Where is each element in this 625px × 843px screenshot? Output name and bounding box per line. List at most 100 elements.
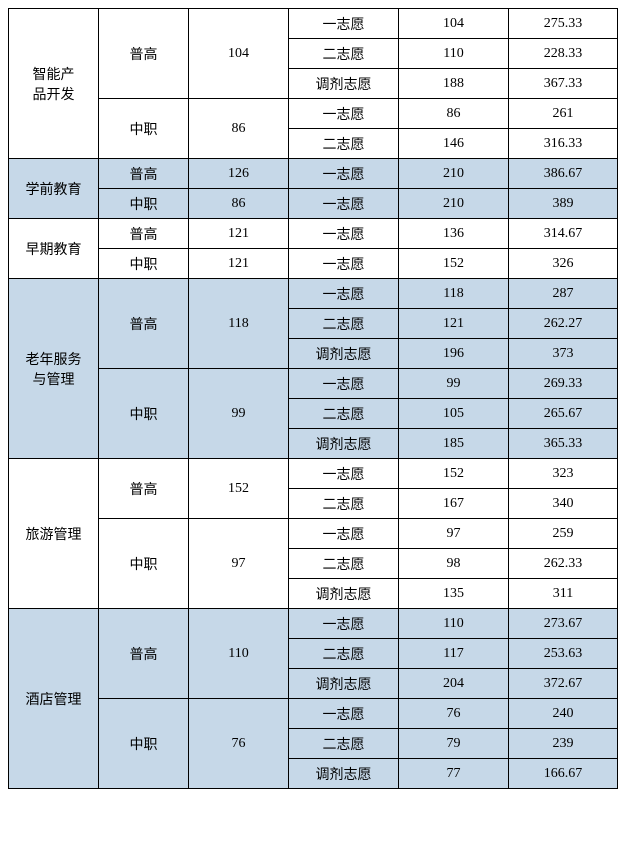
line-cell: 126 xyxy=(189,159,289,189)
table-row: 学前教育普高126一志愿210386.67 xyxy=(9,159,618,189)
value2-cell: 314.67 xyxy=(509,219,618,249)
wish-cell: 一志愿 xyxy=(289,189,399,219)
value2-cell: 239 xyxy=(509,729,618,759)
wish-cell: 二志愿 xyxy=(289,639,399,669)
value2-cell: 316.33 xyxy=(509,129,618,159)
value1-cell: 146 xyxy=(399,129,509,159)
wish-cell: 调剂志愿 xyxy=(289,69,399,99)
line-cell: 121 xyxy=(189,219,289,249)
wish-cell: 二志愿 xyxy=(289,39,399,69)
value2-cell: 262.27 xyxy=(509,309,618,339)
type-cell: 中职 xyxy=(99,99,189,159)
wish-cell: 二志愿 xyxy=(289,729,399,759)
value2-cell: 275.33 xyxy=(509,9,618,39)
wish-cell: 二志愿 xyxy=(289,309,399,339)
value1-cell: 110 xyxy=(399,609,509,639)
wish-cell: 一志愿 xyxy=(289,159,399,189)
table-row: 中职86一志愿86261 xyxy=(9,99,618,129)
type-cell: 普高 xyxy=(99,159,189,189)
value1-cell: 210 xyxy=(399,189,509,219)
value1-cell: 136 xyxy=(399,219,509,249)
table-row: 中职121一志愿152326 xyxy=(9,249,618,279)
value1-cell: 118 xyxy=(399,279,509,309)
table-row: 智能产品开发普高104一志愿104275.33 xyxy=(9,9,618,39)
value1-cell: 204 xyxy=(399,669,509,699)
value1-cell: 104 xyxy=(399,9,509,39)
value2-cell: 389 xyxy=(509,189,618,219)
value1-cell: 105 xyxy=(399,399,509,429)
wish-cell: 一志愿 xyxy=(289,609,399,639)
table-row: 中职76一志愿76240 xyxy=(9,699,618,729)
value2-cell: 311 xyxy=(509,579,618,609)
table-row: 早期教育普高121一志愿136314.67 xyxy=(9,219,618,249)
value1-cell: 152 xyxy=(399,459,509,489)
value2-cell: 261 xyxy=(509,99,618,129)
type-cell: 中职 xyxy=(99,189,189,219)
value1-cell: 76 xyxy=(399,699,509,729)
value1-cell: 196 xyxy=(399,339,509,369)
value2-cell: 228.33 xyxy=(509,39,618,69)
table-row: 酒店管理普高110一志愿110273.67 xyxy=(9,609,618,639)
line-cell: 152 xyxy=(189,459,289,519)
value1-cell: 188 xyxy=(399,69,509,99)
value1-cell: 121 xyxy=(399,309,509,339)
type-cell: 中职 xyxy=(99,249,189,279)
value2-cell: 259 xyxy=(509,519,618,549)
value2-cell: 372.67 xyxy=(509,669,618,699)
type-cell: 普高 xyxy=(99,279,189,369)
line-cell: 104 xyxy=(189,9,289,99)
value1-cell: 77 xyxy=(399,759,509,789)
wish-cell: 二志愿 xyxy=(289,399,399,429)
wish-cell: 一志愿 xyxy=(289,699,399,729)
value1-cell: 152 xyxy=(399,249,509,279)
value2-cell: 287 xyxy=(509,279,618,309)
wish-cell: 一志愿 xyxy=(289,219,399,249)
major-cell: 旅游管理 xyxy=(9,459,99,609)
value1-cell: 185 xyxy=(399,429,509,459)
value2-cell: 326 xyxy=(509,249,618,279)
value2-cell: 386.67 xyxy=(509,159,618,189)
type-cell: 中职 xyxy=(99,519,189,609)
wish-cell: 二志愿 xyxy=(289,549,399,579)
line-cell: 99 xyxy=(189,369,289,459)
value2-cell: 273.67 xyxy=(509,609,618,639)
value1-cell: 98 xyxy=(399,549,509,579)
table-row: 中职97一志愿97259 xyxy=(9,519,618,549)
value1-cell: 97 xyxy=(399,519,509,549)
value1-cell: 167 xyxy=(399,489,509,519)
line-cell: 86 xyxy=(189,99,289,159)
value2-cell: 262.33 xyxy=(509,549,618,579)
type-cell: 普高 xyxy=(99,9,189,99)
type-cell: 普高 xyxy=(99,219,189,249)
value2-cell: 269.33 xyxy=(509,369,618,399)
major-cell: 学前教育 xyxy=(9,159,99,219)
line-cell: 86 xyxy=(189,189,289,219)
wish-cell: 二志愿 xyxy=(289,129,399,159)
value2-cell: 240 xyxy=(509,699,618,729)
wish-cell: 调剂志愿 xyxy=(289,759,399,789)
score-table: 智能产品开发普高104一志愿104275.33二志愿110228.33调剂志愿1… xyxy=(8,8,618,789)
value1-cell: 99 xyxy=(399,369,509,399)
line-cell: 97 xyxy=(189,519,289,609)
value1-cell: 210 xyxy=(399,159,509,189)
major-cell: 早期教育 xyxy=(9,219,99,279)
wish-cell: 一志愿 xyxy=(289,279,399,309)
value1-cell: 117 xyxy=(399,639,509,669)
type-cell: 中职 xyxy=(99,699,189,789)
value2-cell: 166.67 xyxy=(509,759,618,789)
wish-cell: 调剂志愿 xyxy=(289,429,399,459)
wish-cell: 调剂志愿 xyxy=(289,579,399,609)
value2-cell: 367.33 xyxy=(509,69,618,99)
major-cell: 酒店管理 xyxy=(9,609,99,789)
value2-cell: 340 xyxy=(509,489,618,519)
table-row: 中职99一志愿99269.33 xyxy=(9,369,618,399)
value2-cell: 265.67 xyxy=(509,399,618,429)
wish-cell: 一志愿 xyxy=(289,99,399,129)
value2-cell: 323 xyxy=(509,459,618,489)
wish-cell: 调剂志愿 xyxy=(289,669,399,699)
wish-cell: 一志愿 xyxy=(289,459,399,489)
line-cell: 110 xyxy=(189,609,289,699)
value2-cell: 373 xyxy=(509,339,618,369)
type-cell: 普高 xyxy=(99,459,189,519)
line-cell: 76 xyxy=(189,699,289,789)
